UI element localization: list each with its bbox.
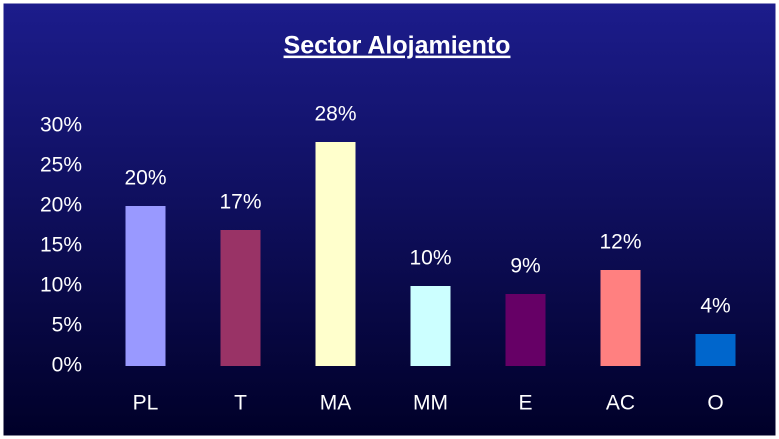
data-label: 9% xyxy=(510,255,540,278)
x-tick-label: AC xyxy=(606,392,635,415)
bar xyxy=(125,206,166,366)
data-label: 28% xyxy=(314,103,356,126)
data-label: 17% xyxy=(219,191,261,214)
data-label: 20% xyxy=(124,167,166,190)
x-tick-label: T xyxy=(234,392,247,415)
y-tick-label: 5% xyxy=(52,314,82,337)
y-tick-label: 10% xyxy=(40,274,82,297)
bar xyxy=(220,230,261,366)
y-tick-label: 25% xyxy=(40,154,82,177)
bar xyxy=(505,294,546,366)
bar xyxy=(315,142,356,366)
chart-title: Sector Alojamiento xyxy=(284,32,511,60)
x-tick-label: MM xyxy=(413,392,448,415)
y-tick-label: 30% xyxy=(40,114,82,137)
data-label: 4% xyxy=(700,295,730,318)
bar xyxy=(600,270,641,366)
bar xyxy=(695,334,736,366)
data-label: 10% xyxy=(409,247,451,270)
x-tick-label: O xyxy=(707,392,723,415)
data-label: 12% xyxy=(599,231,641,254)
bar xyxy=(410,286,451,366)
x-tick-label: PL xyxy=(133,392,159,415)
x-tick-label: E xyxy=(518,392,532,415)
y-tick-label: 0% xyxy=(52,354,82,377)
y-tick-label: 20% xyxy=(40,194,82,217)
y-tick-label: 15% xyxy=(40,234,82,257)
x-tick-label: MA xyxy=(320,392,352,415)
